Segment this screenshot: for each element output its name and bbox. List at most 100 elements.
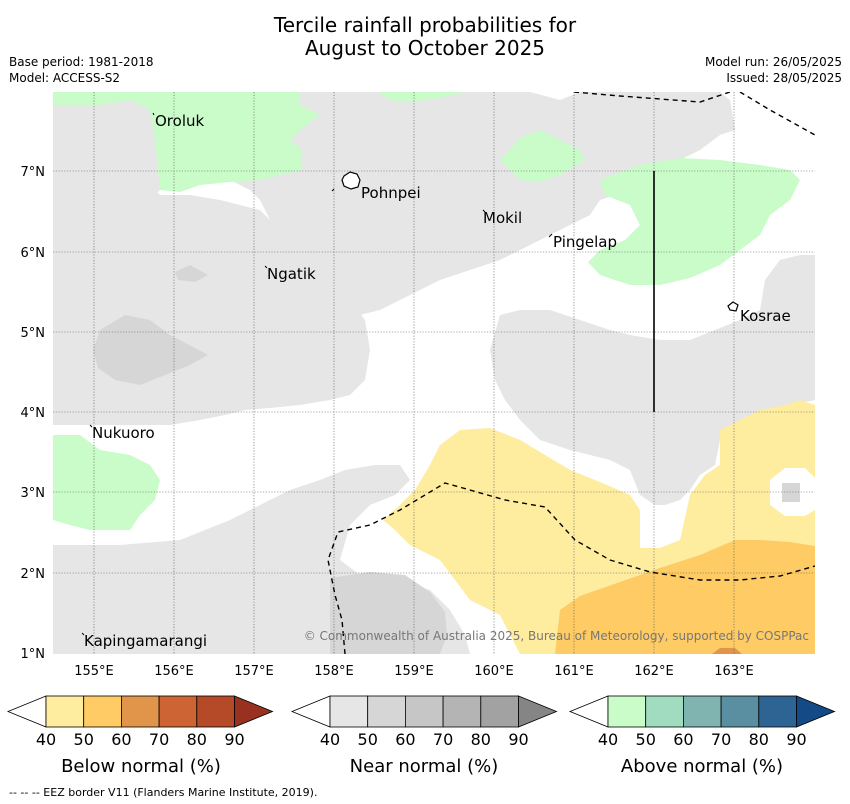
colorbar-tick-label: 80	[749, 730, 769, 749]
above-normal-region-east	[588, 158, 800, 285]
colorbar-extend-high	[234, 695, 274, 728]
lon-tick-label: 159°E	[394, 664, 434, 679]
place-label-oroluk: Oroluk	[155, 112, 204, 130]
colorbar-tick-label: 40	[36, 730, 56, 749]
colorbar-segment	[45, 695, 85, 728]
probability-field	[53, 92, 815, 654]
near-normal-darker-patch-south	[330, 572, 447, 654]
place-label-nukuoro: Nukuoro	[92, 424, 155, 442]
colorbar-tick-label: 70	[433, 730, 453, 749]
above-normal-region-mokil	[500, 130, 585, 182]
lat-tick-label: 3°N	[21, 486, 46, 501]
colorbar-tick-label: 90	[224, 730, 244, 749]
colorbar-segment	[480, 695, 519, 728]
kosrae-island	[727, 301, 739, 312]
run-info: Model run: 26/05/2025 Issued: 28/05/2025	[705, 54, 842, 86]
below-normal-hole-grey	[782, 483, 800, 502]
lon-tick-label: 156°E	[154, 664, 194, 679]
colorbar-segment	[758, 695, 797, 728]
colorbar-tick-label: 70	[149, 730, 169, 749]
place-label-kosrae: Kosrae	[740, 307, 791, 325]
place-label-mokil: Mokil	[483, 209, 522, 227]
near-normal-darker-patch	[93, 315, 208, 385]
colorbar-segment	[683, 695, 722, 728]
colorbar-segment	[404, 695, 444, 728]
place-label-kapingamarangi: Kapingamarangi	[84, 632, 207, 650]
below-normal-region-60	[555, 540, 815, 654]
colorbar-segment	[442, 695, 482, 728]
colorbar-tick-label: 40	[320, 730, 340, 749]
place-label-pingelap: Pingelap	[553, 233, 617, 251]
colorbar-segment	[121, 695, 160, 728]
lat-tick-label: 2°N	[21, 567, 46, 582]
lon-tick-label: 155°E	[74, 664, 114, 679]
colorbar-tick-label: 60	[395, 730, 415, 749]
lon-tick-label: 163°E	[714, 664, 754, 679]
place-label-pohnpei: Pohnpei	[361, 184, 421, 202]
colorbar-tick-label: 90	[786, 730, 806, 749]
model-name: Model: ACCESS-S2	[9, 71, 121, 85]
colorbar-segment	[196, 695, 235, 728]
pohnpei-island	[341, 171, 361, 190]
colorbar-extend-low	[6, 695, 47, 728]
colorbar-below-normal: 40 50 60 70 80 90	[6, 695, 274, 749]
lon-tick-label: 158°E	[314, 664, 354, 679]
legend-title-below-normal: Below normal (%)	[61, 756, 221, 777]
colorbar-above-normal: 40 50 60 70 80 90	[568, 695, 836, 749]
latitude-ticks: 1°N 2°N 3°N 4°N 5°N 6°N 7°N	[21, 165, 46, 662]
above-normal-region-northeast	[378, 92, 465, 102]
colorbar-segment	[720, 695, 760, 728]
colorbar-tick-label: 80	[187, 730, 207, 749]
atoll-markers	[81, 112, 553, 636]
issued-date: Issued: 28/05/2025	[726, 71, 842, 85]
lat-tick-label: 4°N	[21, 406, 46, 421]
colorbar-tick-label: 90	[508, 730, 528, 749]
lon-tick-label: 157°E	[234, 664, 274, 679]
legend-title-above-normal: Above normal (%)	[621, 756, 783, 777]
eez-border	[327, 92, 815, 654]
colorbar-tick-label: 40	[598, 730, 618, 749]
colorbar-segment	[329, 695, 369, 728]
colorbar-tick-label: 50	[74, 730, 94, 749]
colorbar-segment	[645, 695, 684, 728]
eez-footnote: -- -- -- EEZ border V11 (Flanders Marine…	[9, 786, 318, 799]
colorbar-extend-high	[796, 695, 836, 728]
colorbar-segment	[367, 695, 406, 728]
lat-tick-label: 6°N	[21, 246, 46, 261]
colorbar-extend-low	[568, 695, 609, 728]
colorbar-tick-label: 70	[711, 730, 731, 749]
colorbar-segment	[158, 695, 198, 728]
colorbar-tick-label: 50	[358, 730, 378, 749]
lon-tick-label: 162°E	[634, 664, 674, 679]
colorbar-extend-low	[290, 695, 331, 728]
colorbar-segment	[83, 695, 122, 728]
map-title: Tercile rainfall probabilities for Augus…	[0, 14, 850, 60]
lon-tick-label: 161°E	[554, 664, 594, 679]
pohnpei-islet	[331, 188, 335, 192]
lat-tick-label: 7°N	[21, 165, 46, 180]
base-period: Base period: 1981-2018	[9, 55, 154, 69]
lon-tick-label: 160°E	[474, 664, 514, 679]
title-line-2: August to October 2025	[304, 36, 546, 60]
lat-tick-label: 5°N	[21, 326, 46, 341]
model-info: Base period: 1981-2018 Model: ACCESS-S2	[9, 54, 154, 86]
colorbar-extend-high	[518, 695, 558, 728]
copyright-notice: © Commonwealth of Australia 2025, Bureau…	[304, 629, 809, 643]
colorbar-tick-label: 60	[111, 730, 131, 749]
above-normal-region-nukuoro	[53, 435, 160, 530]
title-line-1: Tercile rainfall probabilities for	[273, 13, 577, 37]
below-normal-region-70	[712, 648, 742, 654]
near-normal-darker-patch-small	[175, 265, 208, 282]
model-run-date: Model run: 26/05/2025	[704, 55, 842, 69]
lat-tick-label: 1°N	[21, 647, 46, 662]
above-normal-region-north	[53, 92, 320, 192]
colorbar-tick-label: 80	[471, 730, 491, 749]
colorbar-segment	[607, 695, 647, 728]
colorbar-tick-label: 60	[673, 730, 693, 749]
colorbar-near-normal: 40 50 60 70 80 90	[290, 695, 558, 749]
legend-title-near-normal: Near normal (%)	[350, 756, 499, 777]
colorbar-tick-label: 50	[636, 730, 656, 749]
near-normal-region-east	[490, 255, 815, 505]
place-label-ngatik: Ngatik	[267, 265, 316, 283]
